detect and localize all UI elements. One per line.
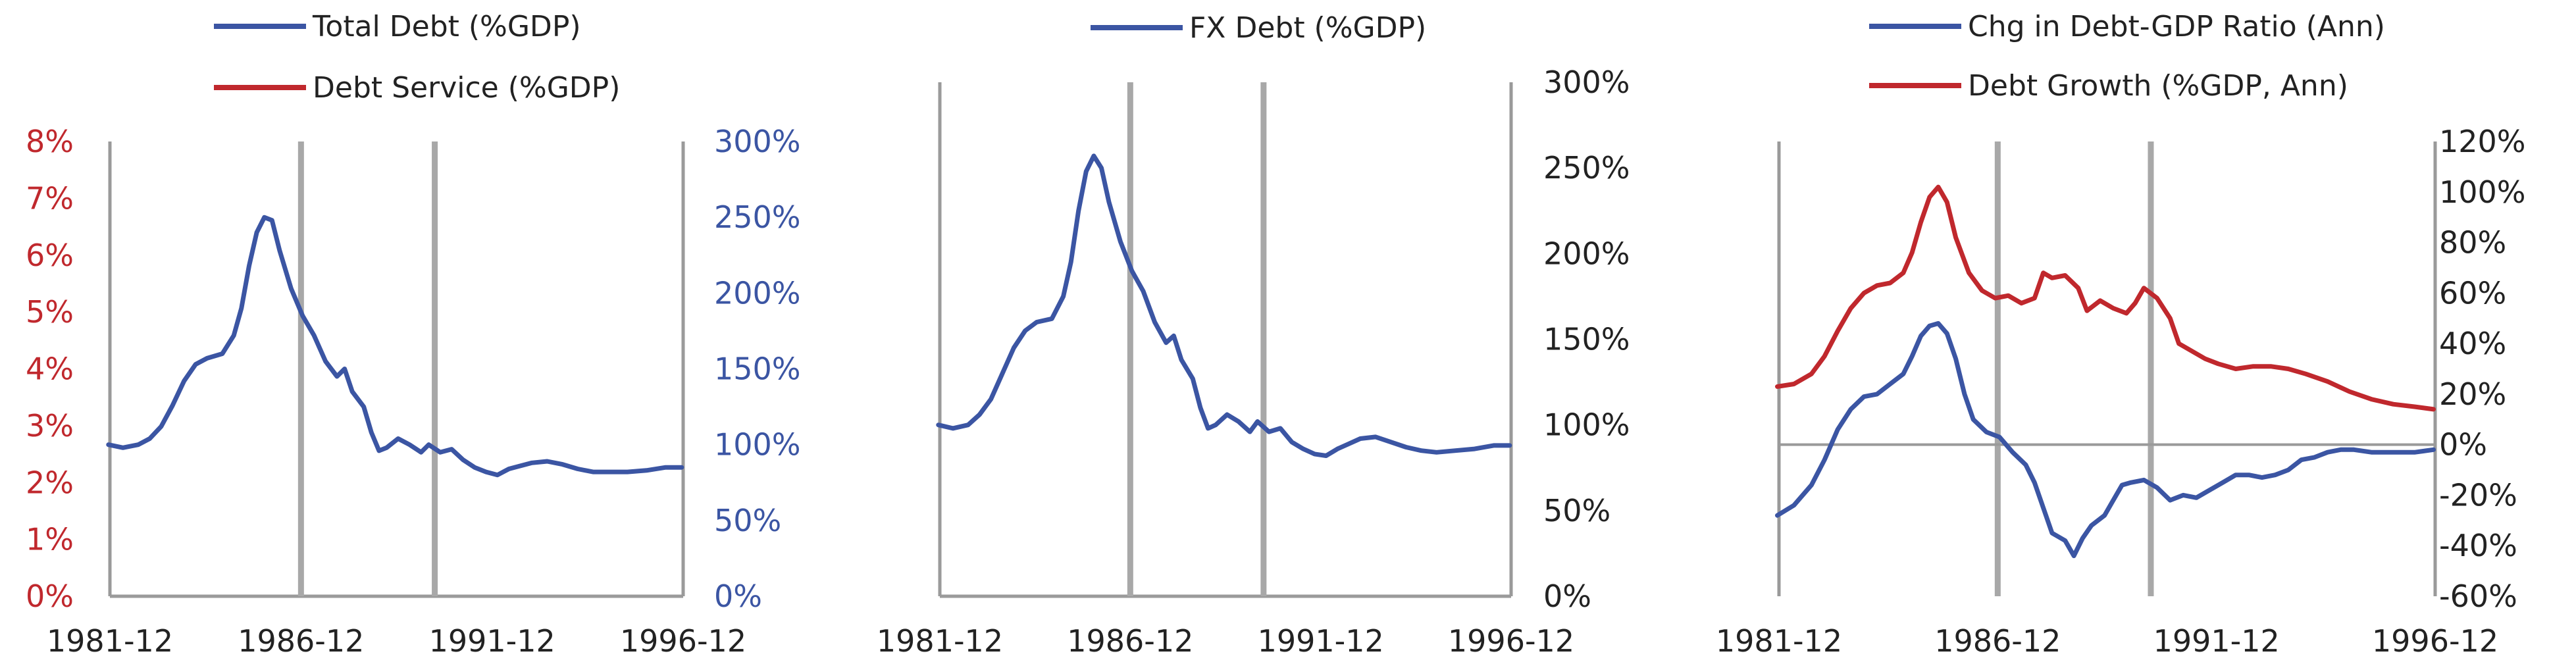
chart-debt-growth: Chg in Debt-GDP Ratio (Ann) Debt Growth (… (1716, 10, 2526, 659)
left-axis-tick: 5% (26, 294, 74, 330)
right-axis-tick: 0% (1543, 578, 1591, 614)
right-axis-tick: 300% (1543, 64, 1630, 100)
right-axis-tick: 60% (2439, 275, 2506, 311)
legend-label: Chg in Debt-GDP Ratio (Ann) (1968, 10, 2385, 43)
right-axis-tick: 100% (1543, 407, 1630, 443)
right-axis-tick: -40% (2439, 528, 2517, 563)
right-axis-tick: 120% (2439, 124, 2526, 159)
right-axis-tick: 80% (2439, 225, 2506, 261)
x-axis-tick: 1981-12 (1716, 623, 1842, 659)
right-axis-tick: 150% (714, 351, 801, 387)
left-axis-tick: 7% (26, 180, 74, 216)
left-axis-tick: 1% (26, 522, 74, 557)
chart-total-debt: Total Debt (%GDP) Debt Service (%GDP) 0% 50… (26, 10, 801, 659)
right-axis-tick: 100% (2439, 174, 2526, 210)
left-axis-tick: 2% (26, 465, 74, 500)
right-axis-tick: -20% (2439, 477, 2517, 513)
left-axis-tick: 0% (26, 578, 74, 614)
left-axis-tick: 6% (26, 238, 74, 273)
left-axis-tick: 8% (26, 124, 74, 159)
legend-label: FX Debt (%GDP) (1189, 11, 1426, 45)
series-line (936, 153, 1512, 458)
x-axis-tick: 1986-12 (1067, 623, 1193, 659)
left-axis-tick: 3% (26, 408, 74, 444)
x-axis-tick: 1986-12 (238, 623, 364, 659)
right-axis-tick: 0% (2439, 427, 2487, 463)
right-axis-tick: 0% (714, 578, 762, 614)
chart-fx-debt: FX Debt (%GDP) 0% 50% 100% 150% 200% 250% 300% 1… (877, 11, 1630, 659)
x-axis-tick: 1981-12 (877, 623, 1003, 659)
series-line (1775, 320, 2436, 559)
right-axis-tick: 20% (2439, 376, 2506, 412)
x-axis-tick: 1991-12 (2153, 623, 2280, 659)
right-axis-tick: 200% (1543, 236, 1630, 271)
right-axis-tick: 250% (1543, 150, 1630, 186)
x-axis-tick: 1986-12 (1934, 623, 2061, 659)
x-axis-tick: 1996-12 (2372, 623, 2498, 659)
x-axis-tick: 1996-12 (1448, 623, 1574, 659)
right-axis-tick: 250% (714, 199, 801, 235)
legend-label: Debt Growth (%GDP, Ann) (1968, 69, 2348, 103)
series-line (106, 215, 684, 478)
right-axis-tick: 300% (714, 124, 801, 159)
right-axis-tick: 100% (714, 427, 801, 463)
right-axis-tick: 50% (714, 503, 781, 538)
x-axis-tick: 1991-12 (429, 623, 555, 659)
right-axis-tick: 200% (714, 275, 801, 311)
x-axis-tick: 1996-12 (620, 623, 746, 659)
legend-label: Total Debt (%GDP) (312, 10, 581, 43)
right-axis-tick: 50% (1543, 493, 1610, 528)
left-axis-tick: 4% (26, 351, 74, 387)
x-axis-tick: 1991-12 (1258, 623, 1384, 659)
right-axis-tick: 40% (2439, 326, 2506, 361)
right-axis-tick: -60% (2439, 578, 2517, 614)
legend-label: Debt Service (%GDP) (313, 71, 620, 105)
series-line (1775, 184, 2436, 412)
x-axis-tick: 1981-12 (47, 623, 173, 659)
right-axis-tick: 150% (1543, 322, 1630, 357)
